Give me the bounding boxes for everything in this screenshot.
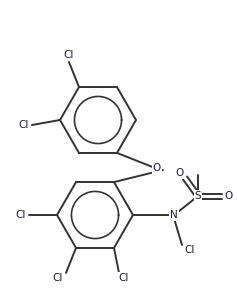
Text: O: O (176, 168, 184, 178)
Text: Cl: Cl (16, 210, 26, 220)
Text: O: O (153, 163, 161, 173)
Text: Cl: Cl (119, 273, 129, 283)
Text: S: S (195, 191, 201, 201)
Text: Cl: Cl (53, 273, 63, 283)
Text: Cl: Cl (64, 50, 74, 60)
Text: Cl: Cl (19, 120, 29, 130)
Text: O: O (225, 191, 233, 201)
Text: Cl: Cl (185, 245, 195, 255)
Text: N: N (170, 210, 178, 220)
